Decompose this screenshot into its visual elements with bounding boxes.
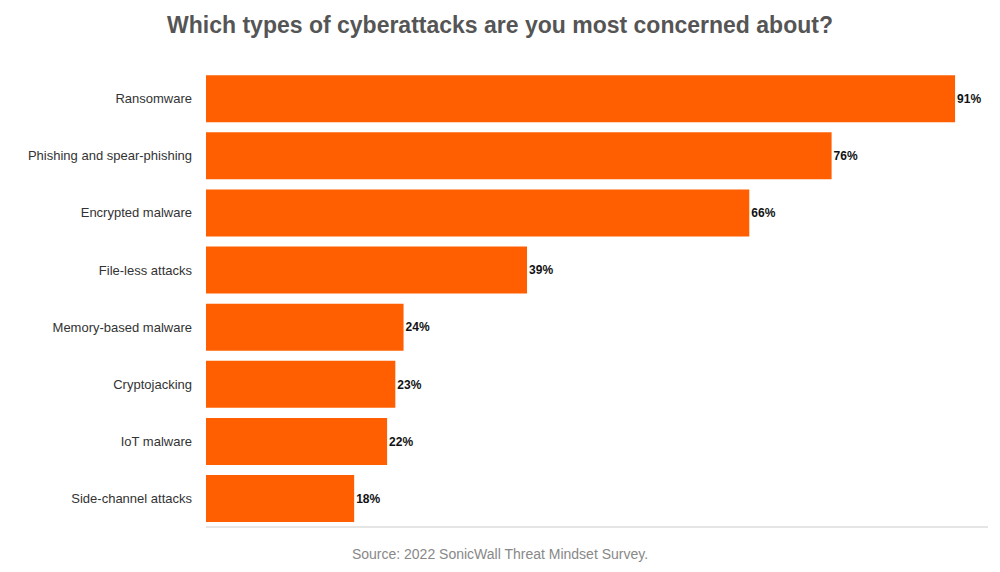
svg-text:Memory-based malware: Memory-based malware <box>53 320 192 335</box>
svg-text:Encrypted malware: Encrypted malware <box>81 205 192 220</box>
svg-text:Phishing and spear-phishing: Phishing and spear-phishing <box>28 148 192 163</box>
svg-text:76%: 76% <box>834 149 858 163</box>
svg-text:IoT malware: IoT malware <box>121 434 192 449</box>
svg-text:Cryptojacking: Cryptojacking <box>113 377 192 392</box>
svg-text:23%: 23% <box>397 378 421 392</box>
svg-text:66%: 66% <box>751 206 775 220</box>
svg-text:22%: 22% <box>389 435 413 449</box>
svg-text:91%: 91% <box>957 92 981 106</box>
svg-text:18%: 18% <box>356 492 380 506</box>
svg-text:Side-channel attacks: Side-channel attacks <box>71 491 192 506</box>
svg-text:File-less attacks: File-less attacks <box>99 263 193 278</box>
svg-text:39%: 39% <box>529 263 553 277</box>
svg-text:Ransomware: Ransomware <box>115 91 192 106</box>
svg-text:24%: 24% <box>406 320 430 334</box>
html-text:Source: 2022 SonicWall Threat: Source: 2022 SonicWall Threat Mindset Su… <box>351 546 649 562</box>
html-text:Which types of cyberattacks ar: Which types of cyberattacks are you most… <box>167 12 833 38</box>
